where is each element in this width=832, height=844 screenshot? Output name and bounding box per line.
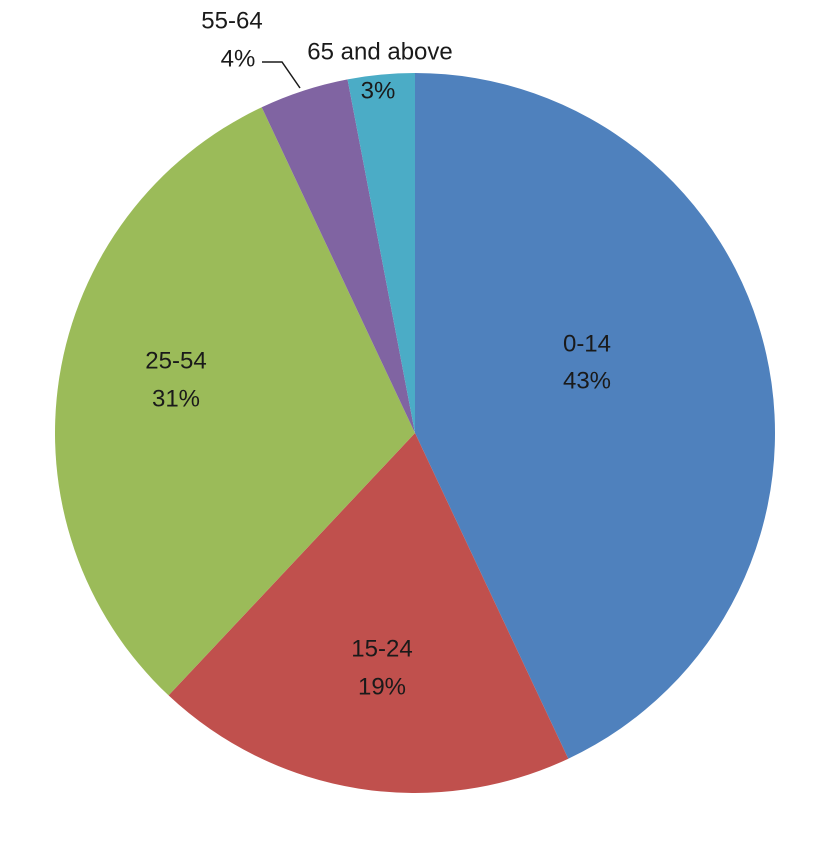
leader-line (262, 61, 301, 89)
slice-label: 15-24 (351, 635, 412, 662)
value-label: 19% (358, 673, 406, 700)
pie-slice (347, 73, 415, 433)
slice-label: 55-64 (201, 7, 262, 34)
slice-label: 65 and above (307, 38, 452, 65)
value-label: 43% (563, 367, 611, 394)
data-labels: 0-14 43% 15-24 19% 25-54 31% 55-64 4% 65 and abo… (145, 7, 611, 700)
pie-slice (261, 79, 415, 433)
pie-slice (415, 73, 775, 759)
pie-slice (54, 107, 415, 696)
pie-slice (168, 433, 569, 793)
slice-label: 25-54 (145, 347, 206, 374)
pie (54, 73, 775, 793)
value-label: 31% (152, 385, 200, 412)
value-label: 4% (221, 45, 256, 72)
value-label: 3% (361, 77, 396, 104)
slice-label: 0-14 (563, 330, 611, 357)
